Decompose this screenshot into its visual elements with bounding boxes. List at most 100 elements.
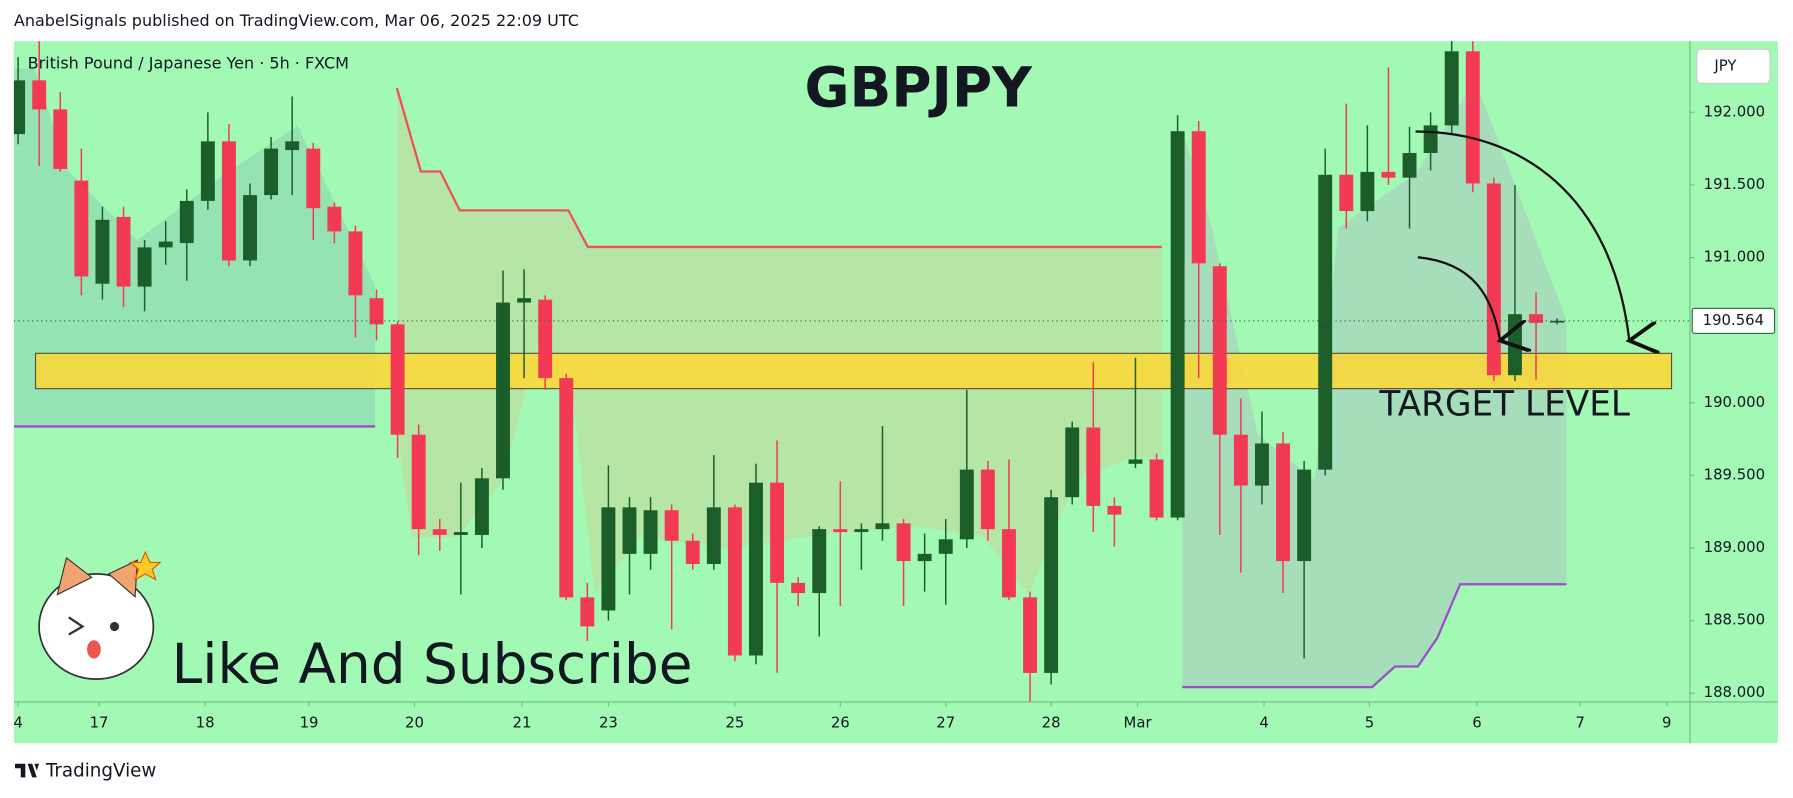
candle-body bbox=[1170, 131, 1185, 518]
candle-body bbox=[622, 507, 637, 554]
candle-body bbox=[264, 148, 279, 196]
candles bbox=[13, 41, 1690, 702]
candle-body bbox=[770, 482, 785, 583]
candle-body bbox=[1255, 443, 1269, 486]
y-tick-label: 192.000 bbox=[1704, 102, 1765, 120]
x-tick-label: 21 bbox=[513, 714, 532, 732]
candle-body bbox=[517, 298, 532, 303]
candle-body bbox=[1149, 459, 1164, 518]
x-tick-label: 9 bbox=[1662, 714, 1671, 732]
candle-body bbox=[833, 529, 848, 533]
candle-body bbox=[348, 231, 363, 296]
candle-body bbox=[664, 510, 679, 541]
candle-body bbox=[1402, 152, 1417, 178]
annotation: Like And Subscribe bbox=[172, 632, 693, 696]
x-tick-label: 4 bbox=[13, 714, 22, 732]
currency-label: JPY bbox=[1713, 56, 1737, 74]
candle-body bbox=[285, 141, 300, 151]
candle-body bbox=[411, 434, 426, 530]
annotation: TARGET LEVEL bbox=[1378, 384, 1630, 424]
candle-body bbox=[432, 529, 447, 535]
lower-band bbox=[1182, 583, 1567, 689]
candle-body bbox=[601, 507, 616, 611]
candle-body bbox=[1507, 314, 1522, 376]
candle-body bbox=[1360, 171, 1375, 212]
candle-body bbox=[243, 195, 257, 261]
candle-body bbox=[369, 298, 384, 325]
candle-body bbox=[221, 141, 236, 261]
footer-brand: TradingView bbox=[45, 761, 157, 782]
x-tick-label: 27 bbox=[936, 714, 955, 732]
symbol-info: British Pound / Japanese Yen · 5h · FXCM bbox=[28, 54, 349, 73]
y-tick-label: 188.500 bbox=[1704, 611, 1765, 629]
x-tick-label: 19 bbox=[300, 714, 319, 732]
candle-body bbox=[1107, 505, 1122, 515]
candle-body bbox=[538, 299, 553, 379]
x-tick-label: Mar bbox=[1124, 714, 1153, 732]
candle-body bbox=[980, 469, 995, 530]
candle-body bbox=[854, 529, 869, 533]
candle-body bbox=[1318, 174, 1333, 470]
candle-body bbox=[1044, 497, 1059, 673]
candle-body bbox=[53, 109, 68, 169]
candle-body bbox=[1444, 51, 1459, 126]
y-tick-label: 189.000 bbox=[1704, 538, 1765, 556]
last-price-box bbox=[1691, 307, 1776, 335]
candle-body bbox=[1381, 171, 1396, 178]
channel-shade bbox=[396, 88, 1162, 595]
candle-body bbox=[1128, 459, 1143, 464]
candle-body bbox=[896, 523, 911, 562]
candle-body bbox=[1339, 174, 1354, 212]
candle-body bbox=[938, 539, 953, 554]
candle-body bbox=[200, 141, 215, 201]
candle-body bbox=[453, 532, 468, 535]
candle-body bbox=[791, 582, 806, 594]
x-tick-label: 23 bbox=[599, 714, 618, 732]
candle-body bbox=[917, 553, 932, 562]
byline: AnabelSignals published on TradingView.c… bbox=[14, 11, 579, 30]
x-tick-label: 18 bbox=[196, 714, 215, 732]
candle-body bbox=[74, 180, 89, 277]
candle-body bbox=[1212, 266, 1227, 435]
x-tick-label: 7 bbox=[1576, 714, 1585, 732]
y-tick-label: 189.500 bbox=[1704, 465, 1765, 483]
candle-body bbox=[1086, 427, 1101, 506]
candle-body bbox=[327, 206, 342, 232]
x-tick-label: 5 bbox=[1365, 714, 1374, 732]
candle-body bbox=[1297, 469, 1312, 562]
candle-body bbox=[13, 80, 26, 135]
candle-body bbox=[1191, 131, 1206, 264]
forecast-arrow bbox=[1415, 130, 1630, 340]
channel-shade bbox=[13, 68, 376, 427]
candle-body bbox=[580, 597, 595, 627]
candle-body bbox=[959, 469, 974, 540]
candle-body bbox=[1002, 529, 1016, 598]
candle-body bbox=[158, 241, 173, 248]
mascot bbox=[38, 550, 162, 680]
candle-body bbox=[1486, 183, 1501, 376]
candle-body bbox=[559, 378, 574, 598]
x-tick-label: 26 bbox=[831, 714, 850, 732]
x-tick-label: 28 bbox=[1042, 714, 1061, 732]
y-tick-label: 191.500 bbox=[1704, 175, 1765, 193]
x-tick-label: 20 bbox=[405, 714, 424, 732]
y-tick-label: 190.000 bbox=[1704, 393, 1765, 411]
chart-title: GBPJPY bbox=[805, 56, 1034, 120]
candle-body bbox=[1233, 434, 1248, 486]
candle-body bbox=[749, 482, 763, 656]
forecast-arrow bbox=[1417, 256, 1500, 340]
candle-body bbox=[812, 529, 827, 594]
last-price-label: 190.564 bbox=[1703, 311, 1764, 329]
candle-body bbox=[137, 247, 152, 287]
x-tick-label: 25 bbox=[725, 714, 744, 732]
candle-body bbox=[1065, 427, 1080, 498]
y-tick-label: 191.000 bbox=[1704, 248, 1765, 266]
upper-band bbox=[395, 87, 1162, 249]
currency-button[interactable] bbox=[1696, 48, 1771, 85]
candle-body bbox=[32, 80, 47, 110]
candle-body bbox=[116, 216, 131, 287]
candle-body bbox=[95, 219, 110, 284]
footer-logo bbox=[15, 763, 40, 778]
